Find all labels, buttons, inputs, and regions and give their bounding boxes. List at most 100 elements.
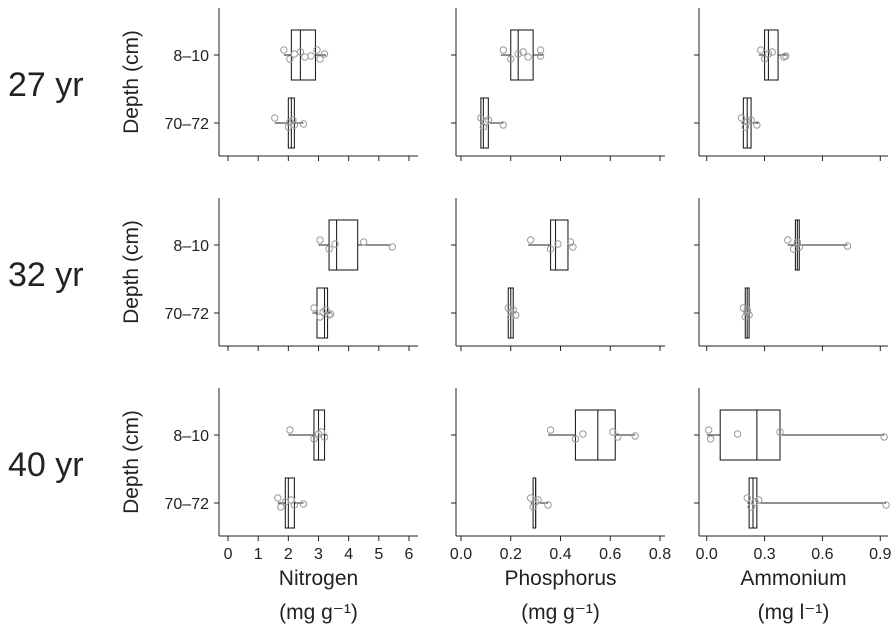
- box-deep: [743, 477, 890, 529]
- box-deep: [310, 287, 335, 339]
- data-point: [764, 50, 773, 58]
- data-point: [739, 304, 748, 312]
- box-deep: [274, 477, 308, 529]
- data-point: [579, 430, 587, 438]
- data-point: [477, 114, 485, 122]
- data-point: [768, 48, 776, 56]
- data-point: [737, 114, 746, 122]
- data-point: [296, 48, 305, 56]
- box-deep: [504, 287, 520, 339]
- box-shallow: [704, 409, 888, 461]
- data-point: [499, 121, 507, 129]
- data-point: [512, 311, 520, 319]
- x-tick-label: 4: [344, 546, 353, 563]
- y-axis-title: Depth (cm): [120, 30, 143, 134]
- data-point: [316, 55, 324, 63]
- data-point: [280, 46, 288, 54]
- data-point: [482, 118, 490, 126]
- x-tick-label: 0.3: [753, 546, 775, 563]
- box-deep: [477, 97, 507, 149]
- data-point: [753, 121, 761, 129]
- y-tick-label: 8–10: [173, 48, 209, 65]
- data-point: [299, 500, 308, 508]
- data-point: [793, 238, 802, 246]
- data-point: [274, 494, 282, 502]
- box-rect: [574, 409, 616, 461]
- data-point: [326, 310, 335, 318]
- data-point: [290, 121, 299, 129]
- box-shallow: [526, 219, 577, 271]
- x-tick-label: 0: [224, 546, 233, 563]
- data-point: [325, 245, 333, 253]
- box-deep: [737, 97, 761, 149]
- data-point: [760, 55, 769, 63]
- data-point: [507, 313, 515, 321]
- box-shallow: [499, 29, 545, 81]
- data-point: [546, 245, 555, 253]
- data-point: [554, 240, 562, 248]
- x-tick-label: 0.0: [450, 546, 472, 563]
- box-shallow: [280, 29, 329, 81]
- data-point: [271, 114, 279, 122]
- data-point: [704, 426, 713, 434]
- box-rect: [290, 29, 317, 81]
- x-tick-label: 0.6: [599, 546, 621, 563]
- data-point: [706, 435, 715, 443]
- box-deep: [739, 287, 753, 339]
- data-point: [782, 52, 790, 60]
- data-point: [733, 430, 742, 438]
- data-point: [843, 242, 852, 250]
- data-point: [325, 311, 333, 319]
- data-point: [504, 304, 512, 312]
- data-point: [307, 52, 315, 60]
- panel-32yr-nitrogen: 8–10 70–72: [165, 198, 418, 351]
- data-point: [484, 116, 493, 124]
- data-point: [507, 55, 515, 63]
- panel-27yr-ammonium: [694, 8, 888, 161]
- box-rect: [549, 219, 569, 271]
- x-axis-title-phosphorus: Phosphorus: [504, 567, 616, 590]
- data-point: [609, 428, 617, 436]
- data-point: [631, 432, 639, 440]
- x-axis-unit-ammonium: (mg l⁻¹): [758, 601, 830, 624]
- x-axis-title-ammonium: Ammonium: [740, 567, 846, 590]
- data-point: [614, 433, 622, 441]
- data-point: [751, 498, 759, 506]
- data-point: [310, 304, 318, 312]
- x-tick-label: 2: [284, 546, 293, 563]
- x-axis-unit-nitrogen: (mg g⁻¹): [279, 601, 358, 624]
- data-point: [331, 240, 339, 248]
- data-point: [747, 116, 755, 124]
- data-point: [388, 243, 397, 251]
- data-point: [536, 46, 545, 54]
- box-rect: [328, 219, 359, 271]
- panel-32yr-phosphorus: [451, 198, 665, 351]
- row-label-32-yr: 32 yr: [8, 256, 84, 294]
- x-tick-label: 0.0: [696, 546, 718, 563]
- data-point: [536, 52, 545, 60]
- box-deep: [271, 97, 308, 149]
- y-tick-label: 70–72: [165, 496, 210, 513]
- data-point: [569, 243, 577, 251]
- box-shallow: [546, 409, 639, 461]
- data-point: [289, 116, 297, 124]
- data-point: [743, 494, 751, 502]
- row-label-27-yr: 27 yr: [8, 66, 84, 104]
- data-point: [531, 498, 540, 506]
- panel-27yr-phosphorus: [451, 8, 665, 161]
- x-tick-label: 0.4: [549, 546, 571, 563]
- data-point: [546, 426, 555, 434]
- panel-40yr-ammonium: 0.0 0.3 0.6 0.9: [694, 388, 892, 563]
- panel-32yr-ammonium: [694, 198, 888, 351]
- x-tick-label: 0.8: [649, 546, 671, 563]
- data-point: [286, 55, 294, 63]
- data-point: [499, 46, 507, 54]
- data-point: [741, 123, 749, 131]
- data-point: [313, 46, 321, 54]
- data-point: [360, 238, 368, 246]
- data-point: [745, 311, 753, 319]
- box-shallow: [757, 29, 790, 81]
- x-tick-label: 0.6: [811, 546, 833, 563]
- data-point: [290, 501, 299, 509]
- y-tick-label: 70–72: [165, 306, 210, 323]
